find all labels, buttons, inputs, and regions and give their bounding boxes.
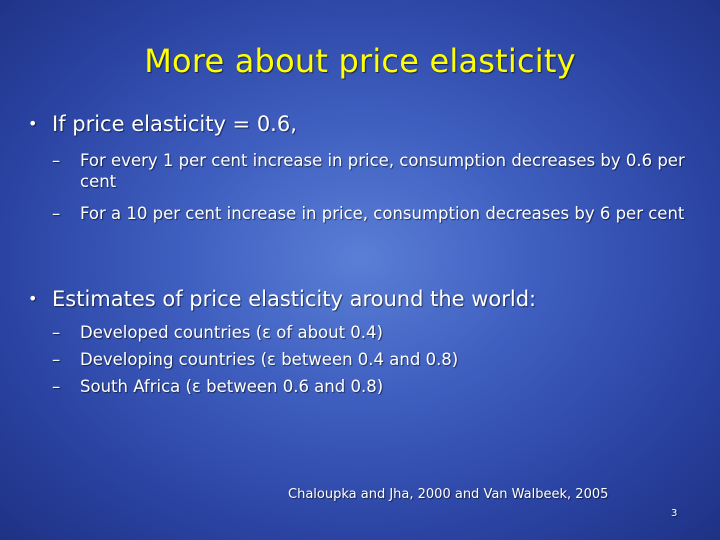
bullet-text: Estimates of price elasticity around the… [52,287,537,311]
sub-item: – For every 1 per cent increase in price… [52,150,690,192]
dash-icon: – [52,350,61,369]
sub-item-text: For every 1 per cent increase in price, … [80,151,685,191]
sub-item-text: Developing countries (ε between 0.4 and … [80,350,459,369]
sub-item: – Developing countries (ε between 0.4 an… [52,349,690,370]
bullet-icon: • [28,289,38,308]
sub-item: – Developed countries (ε of about 0.4) [52,322,690,343]
sub-item-text: Developed countries (ε of about 0.4) [80,323,383,342]
bullet-text: If price elasticity = 0.6, [52,112,297,136]
dash-icon: – [52,377,61,396]
dash-icon: – [52,323,61,342]
sub-item-text: For a 10 per cent increase in price, con… [80,204,685,223]
sub-item-text: South Africa (ε between 0.6 and 0.8) [80,377,384,396]
bullet-item: • Estimates of price elasticity around th… [28,287,536,311]
bullet-item: • If price elasticity = 0.6, [28,112,297,136]
dash-icon: – [52,151,61,170]
citation: Chaloupka and Jha, 2000 and Van Walbeek,… [288,487,609,502]
sub-item: – For a 10 per cent increase in price, c… [52,203,690,224]
dash-icon: – [52,204,61,223]
sub-item: – South Africa (ε between 0.6 and 0.8) [52,376,690,397]
page-number: 3 [671,508,678,519]
slide-title: More about price elasticity [144,42,576,80]
bullet-icon: • [28,114,38,133]
